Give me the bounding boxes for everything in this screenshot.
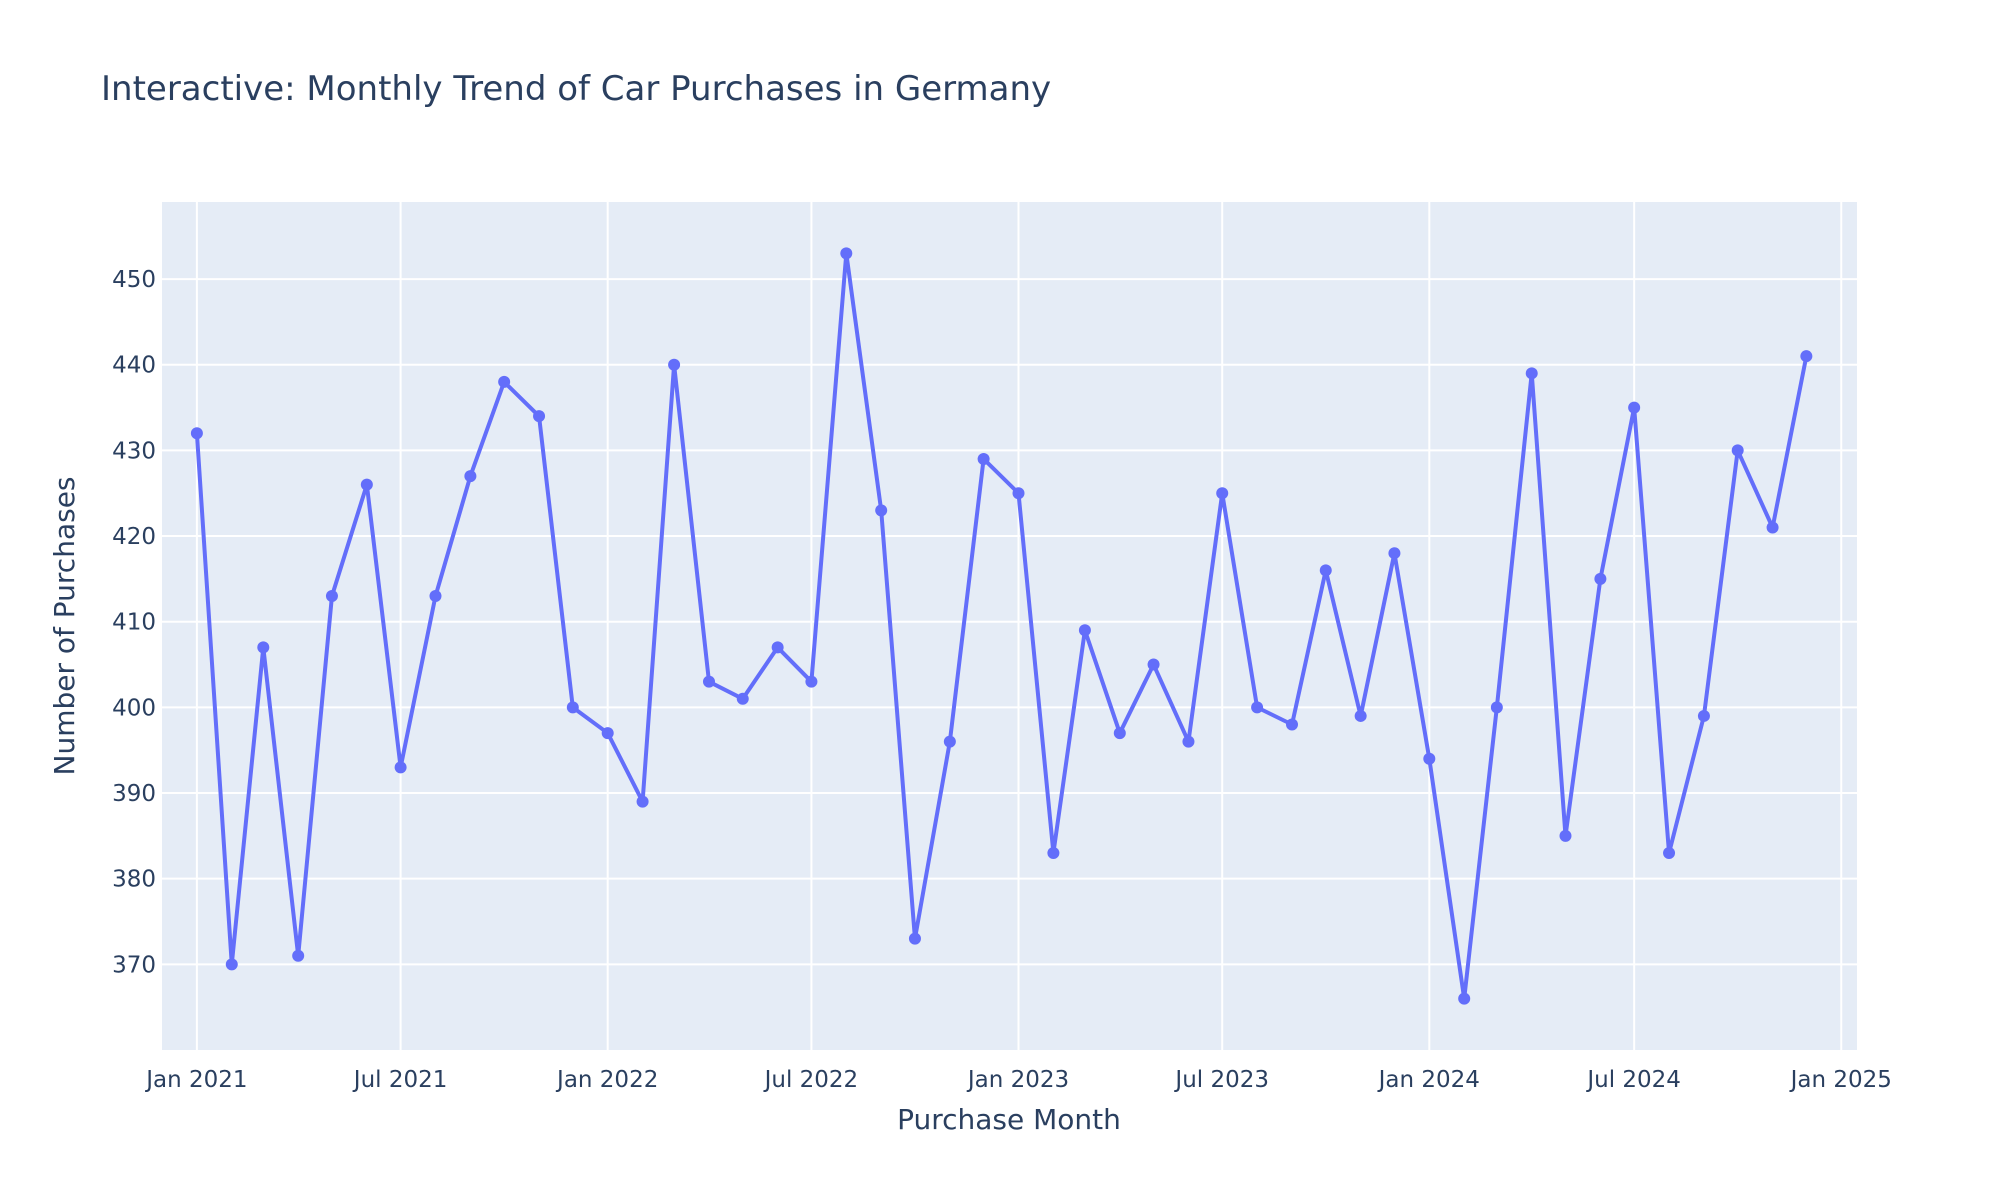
data-point[interactable]: [1355, 710, 1367, 722]
data-point[interactable]: [1767, 521, 1779, 533]
plot-area: [162, 202, 1857, 1050]
data-point[interactable]: [1423, 753, 1435, 765]
data-point[interactable]: [909, 933, 921, 945]
data-point[interactable]: [1732, 444, 1744, 456]
y-tick-label: 380: [112, 867, 156, 893]
data-point[interactable]: [668, 359, 680, 371]
data-point[interactable]: [875, 504, 887, 516]
data-point[interactable]: [1628, 402, 1640, 414]
data-point[interactable]: [567, 701, 579, 713]
data-point[interactable]: [1114, 727, 1126, 739]
data-point[interactable]: [226, 958, 238, 970]
data-point[interactable]: [498, 376, 510, 388]
y-tick-label: 390: [112, 781, 156, 807]
data-point[interactable]: [1698, 710, 1710, 722]
data-point[interactable]: [1491, 701, 1503, 713]
y-tick-label: 420: [112, 524, 156, 550]
data-point[interactable]: [703, 676, 715, 688]
data-point[interactable]: [944, 736, 956, 748]
data-point[interactable]: [1526, 367, 1538, 379]
data-point[interactable]: [361, 479, 373, 491]
data-point[interactable]: [533, 410, 545, 422]
data-point[interactable]: [1182, 736, 1194, 748]
data-point[interactable]: [1216, 487, 1228, 499]
data-point[interactable]: [805, 676, 817, 688]
data-point[interactable]: [257, 641, 269, 653]
y-tick-label: 370: [112, 952, 156, 978]
data-point[interactable]: [1559, 830, 1571, 842]
data-point[interactable]: [1458, 993, 1470, 1005]
data-point[interactable]: [1148, 659, 1160, 671]
data-point[interactable]: [1800, 350, 1812, 362]
data-point[interactable]: [1286, 719, 1298, 731]
data-point[interactable]: [464, 470, 476, 482]
y-axis-title: Number of Purchases: [48, 476, 81, 775]
x-tick-label: Jul 2023: [1173, 1067, 1269, 1093]
data-point[interactable]: [292, 950, 304, 962]
x-axis-title: Purchase Month: [897, 1103, 1121, 1136]
x-tick-label: Jan 2023: [966, 1067, 1069, 1093]
data-point[interactable]: [637, 796, 649, 808]
y-tick-label: 430: [112, 438, 156, 464]
chart-title: Interactive: Monthly Trend of Car Purcha…: [101, 69, 1051, 109]
y-tick-label: 440: [112, 353, 156, 379]
y-axis-ticks: 370 380 390 400 410 420 430 440 450: [112, 267, 156, 978]
x-tick-label: Jul 2021: [352, 1067, 448, 1093]
data-point[interactable]: [395, 761, 407, 773]
data-point[interactable]: [1251, 701, 1263, 713]
data-point[interactable]: [1663, 847, 1675, 859]
data-point[interactable]: [978, 453, 990, 465]
data-point[interactable]: [1013, 487, 1025, 499]
data-point[interactable]: [191, 427, 203, 439]
x-tick-label: Jan 2021: [144, 1067, 247, 1093]
y-tick-label: 450: [112, 267, 156, 293]
data-point[interactable]: [772, 641, 784, 653]
y-tick-label: 410: [112, 610, 156, 636]
x-tick-label: Jul 2024: [1585, 1067, 1681, 1093]
data-point[interactable]: [326, 590, 338, 602]
data-point[interactable]: [429, 590, 441, 602]
x-tick-label: Jan 2025: [1789, 1067, 1892, 1093]
data-point[interactable]: [1047, 847, 1059, 859]
x-axis-ticks: Jan 2021 Jul 2021 Jan 2022 Jul 2022 Jan 2023…: [144, 1067, 1892, 1093]
data-point[interactable]: [737, 693, 749, 705]
x-tick-label: Jan 2022: [555, 1067, 658, 1093]
data-point[interactable]: [602, 727, 614, 739]
data-point[interactable]: [1079, 624, 1091, 636]
data-point[interactable]: [1388, 547, 1400, 559]
y-tick-label: 400: [112, 695, 156, 721]
data-point[interactable]: [840, 247, 852, 259]
x-tick-label: Jan 2024: [1377, 1067, 1480, 1093]
data-point[interactable]: [1320, 564, 1332, 576]
x-tick-label: Jul 2022: [763, 1067, 859, 1093]
data-point[interactable]: [1594, 573, 1606, 585]
